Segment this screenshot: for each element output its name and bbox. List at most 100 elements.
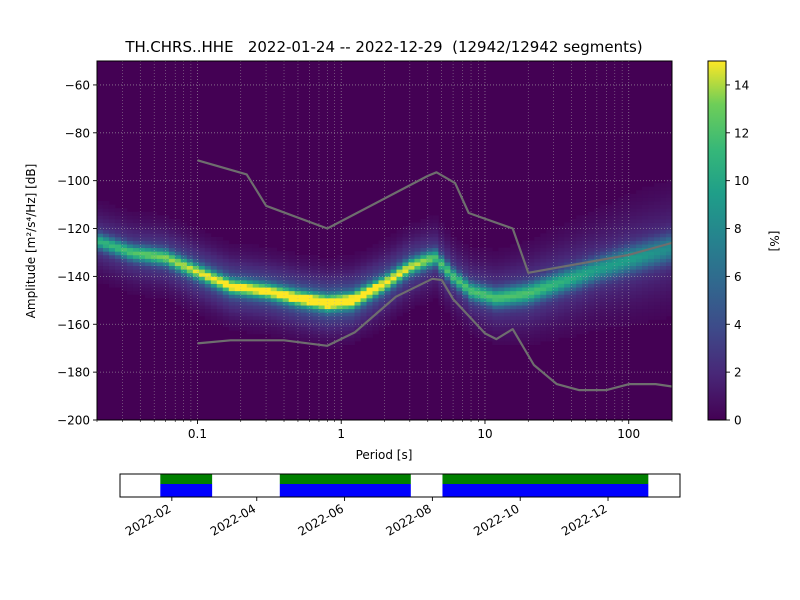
heatmap-cell [228,244,236,249]
heatmap-cell [204,272,212,277]
heatmap-cell [384,297,391,302]
heatmap-cell [444,269,451,274]
heatmap-cell [318,276,325,281]
heatmap-cell [534,305,541,310]
heatmap-cell [540,297,547,302]
heatmap-cell [228,247,236,252]
heatmap-cell [450,312,457,317]
heatmap-cell [264,269,272,274]
heatmap-cell [588,294,595,299]
heatmap-cell [378,272,385,277]
heatmap-cell [354,315,361,320]
heatmap-cell [594,308,601,313]
heatmap-cell [528,290,535,295]
heatmap-cell [114,258,122,263]
heatmap-cell [576,233,583,238]
heatmap-cell [660,308,667,313]
heatmap-cell [348,305,355,310]
heatmap-cell [120,229,128,234]
heatmap-cell [378,319,385,324]
heatmap-cell [570,279,577,284]
heatmap-cell [534,294,541,299]
heatmap-cell [192,294,200,299]
heatmap-cell [456,258,463,263]
heatmap-cell [180,283,188,288]
heatmap-cell [354,305,361,310]
heatmap-cell [552,290,559,295]
heatmap-cell [97,201,104,205]
heatmap-cell [570,254,577,259]
heatmap-cell [102,233,110,238]
heatmap-cell [576,251,583,256]
heatmap-cell [462,305,469,310]
heatmap-cell [348,272,355,277]
heatmap-cell [552,312,559,317]
heatmap-cell [492,265,499,270]
heatmap-cell [294,279,302,284]
heatmap-cell [666,208,672,213]
heatmap-cell [516,269,523,274]
heatmap-cell [204,251,212,256]
heatmap-cell [97,265,104,270]
heatmap-cell [336,312,343,317]
heatmap-cell [576,254,583,259]
heatmap-cell [426,269,433,274]
heatmap-cell [552,226,559,231]
heatmap-cell [492,297,499,302]
heatmap-cell [240,272,248,277]
heatmap-cell [660,193,667,198]
heatmap-cell [426,236,433,241]
heatmap-cell [666,244,672,249]
heatmap-cell [486,269,493,274]
heatmap-cell [282,254,290,259]
heatmap-cell [636,251,643,256]
heatmap-cell [156,265,164,270]
heatmap-cell [312,279,320,284]
heatmap-cell [642,279,649,284]
heatmap-cell [198,247,206,252]
heatmap-cell [216,269,224,274]
heatmap-cell [522,240,529,245]
heatmap-cell [97,229,104,234]
heatmap-cell [480,315,487,320]
heatmap-cell [204,254,212,259]
heatmap-cell [252,251,260,256]
heatmap-cell [660,201,667,205]
heatmap-cell [336,294,343,299]
heatmap-cell [360,312,367,317]
heatmap-cell [180,258,188,263]
heatmap-cell [660,265,667,270]
heatmap-cell [492,258,499,263]
heatmap-cell [552,236,559,241]
heatmap-cell [612,262,619,267]
heatmap-cell [540,323,547,328]
heatmap-cell [450,283,457,288]
heatmap-cell [210,283,218,288]
heatmap-cell [564,233,571,238]
heatmap-cell [126,233,134,238]
heatmap-cell [288,287,296,292]
heatmap-cell [486,301,493,306]
heatmap-cell [396,279,403,284]
heatmap-cell [666,197,672,202]
heatmap-cell [390,269,397,274]
heatmap-cell [624,247,631,252]
heatmap-cell [414,240,421,245]
heatmap-cell [600,229,607,234]
heatmap-cell [366,279,373,284]
heatmap-cell [600,244,607,249]
heatmap-cell [462,326,469,331]
heatmap-cell [654,251,661,256]
heatmap-cell [444,272,451,277]
heatmap-cell [144,229,152,234]
heatmap-cell [576,265,583,270]
heatmap-cell [204,236,212,241]
heatmap-cell [516,254,523,259]
heatmap-cell [624,222,631,227]
heatmap-cell [654,193,661,198]
heatmap-cell [396,262,403,267]
heatmap-cell [558,236,565,241]
heatmap-cell [210,254,218,259]
heatmap-cell [324,262,331,267]
heatmap-cell [222,290,230,295]
